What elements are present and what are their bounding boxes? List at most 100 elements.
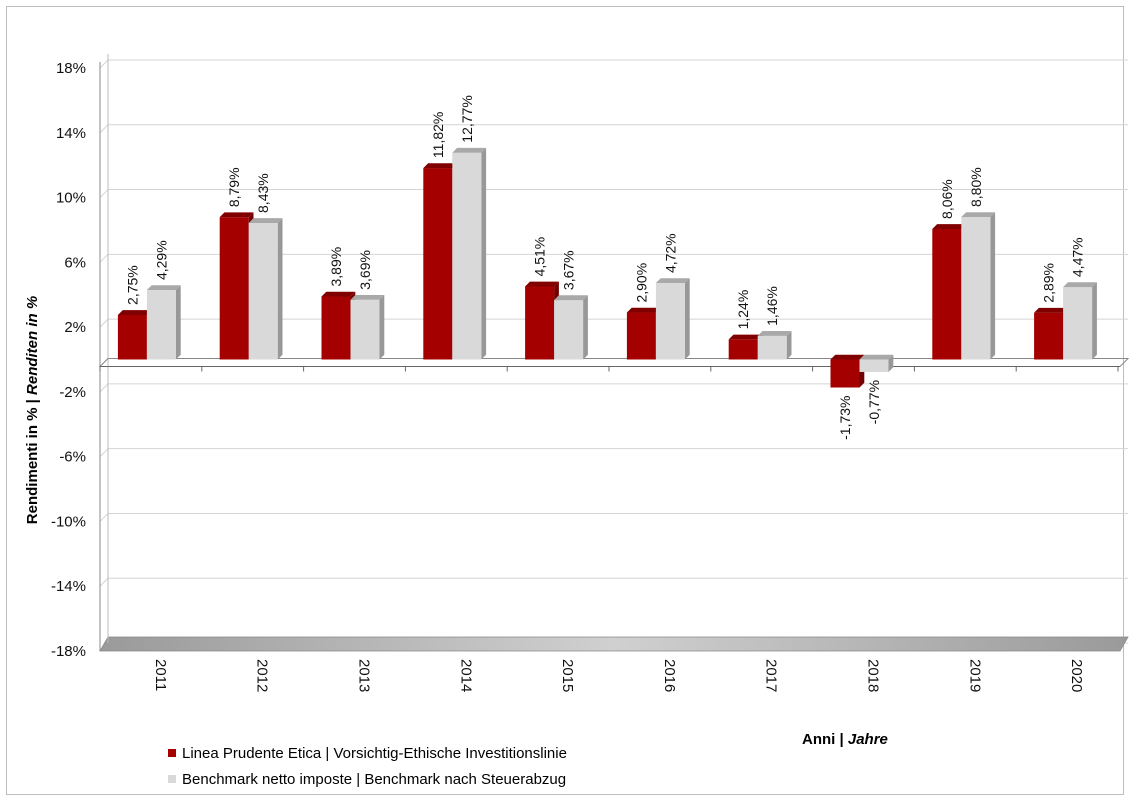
bar-top-2020: [1034, 307, 1068, 313]
bar-benchmark-2016: [655, 283, 685, 360]
y-tick-label: -10%: [51, 513, 86, 530]
bar-side-2011: [175, 285, 181, 360]
floor-band: [99, 636, 1129, 652]
bar-top-2016: [655, 278, 690, 284]
bar-top-2012: [219, 212, 254, 218]
axes: [98, 54, 1130, 651]
y-tick-label: -18%: [51, 643, 86, 660]
bar-benchmark-2018: [859, 359, 889, 372]
bar-benchmark-2012: [248, 222, 278, 360]
gridline-depth: [99, 253, 109, 263]
gridline-depth: [99, 448, 109, 458]
x-axis-title: Anni | Jahre: [802, 731, 888, 748]
bar-top-2016: [626, 307, 661, 313]
data-label: 12,77%: [459, 95, 475, 142]
x-tick-label: 2012: [254, 659, 271, 692]
bar-benchmark-2017: [757, 335, 787, 360]
bar-fund-2011: [117, 314, 147, 360]
data-label: -0,77%: [866, 380, 882, 424]
data-label: 4,72%: [662, 233, 678, 273]
chart-floor: [99, 636, 1129, 652]
gridline-depth: [99, 124, 109, 134]
data-label: 1,24%: [735, 290, 751, 330]
bar-side-2012: [277, 218, 283, 360]
legend-label-benchmark: Benchmark netto imposte | Benchmark nach…: [182, 770, 567, 788]
bar-top-2013: [321, 291, 356, 297]
bars: [117, 147, 1097, 388]
gridline-depth: [99, 318, 109, 328]
data-labels: 2,75% 4,29% 8,79% 8,43% 3,89% 3,69% 11,82% 12,7…: [124, 95, 1085, 440]
bar-fund-2020: [1034, 312, 1064, 360]
bar-side-2017: [786, 331, 792, 360]
bar-side-2013: [379, 294, 385, 360]
legend-label-fund: Linea Prudente Etica | Vorsichtig-Ethisc…: [182, 744, 567, 762]
bar-side-2020: [1092, 282, 1097, 360]
y-tick-label: 18%: [56, 60, 86, 77]
bar-fund-2012: [219, 217, 249, 360]
y-axis-title: Rendimenti in % | Renditen in %: [24, 296, 41, 524]
bar-top-2011: [117, 310, 152, 315]
legend-item-benchmark: Benchmark netto imposte | Benchmark nach…: [168, 766, 567, 792]
legend-item-fund: Linea Prudente Etica | Vorsichtig-Ethisc…: [168, 740, 567, 766]
bar-fund-2016: [626, 312, 656, 360]
zero-plane: [98, 358, 1130, 367]
y-tick-labels: 18% 14% 10% 6% 2% -2% -6% -10% -14% -18%: [51, 60, 86, 660]
bar-benchmark-2020: [1063, 287, 1093, 360]
bar-side-2015: [583, 295, 588, 360]
y-tick-label: -2%: [59, 384, 86, 401]
data-label: 4,29%: [153, 240, 169, 280]
bar-fund-2018: [830, 359, 860, 388]
bar-fund-2013: [321, 296, 351, 360]
y-tick-label: 10%: [56, 190, 86, 207]
gridline-depth: [99, 189, 109, 198]
bar-top-2020: [1063, 282, 1097, 288]
data-label: 2,89%: [1041, 263, 1057, 303]
bar-top-2014: [423, 163, 458, 169]
legend-swatch-benchmark: [168, 775, 176, 783]
data-label: -1,73%: [837, 396, 853, 440]
data-label: 4,47%: [1070, 237, 1086, 277]
bar-top-2014: [452, 147, 487, 153]
data-label: 2,90%: [633, 263, 649, 303]
data-label: 8,43%: [255, 173, 271, 213]
y-tick-label: -6%: [59, 449, 86, 466]
y-tick-label: 6%: [64, 254, 86, 271]
bar-side-2018: [888, 354, 894, 372]
bar-fund-2019: [932, 228, 962, 360]
bar-top-2019: [932, 224, 967, 229]
y-tick-label: 2%: [64, 319, 86, 336]
x-tick-label: 2019: [966, 659, 983, 692]
bar-top-2018: [859, 354, 894, 360]
bar-top-2018: [830, 354, 865, 360]
legend: Linea Prudente Etica | Vorsichtig-Ethisc…: [168, 740, 567, 792]
bar-benchmark-2015: [554, 300, 584, 360]
data-label: 1,46%: [764, 286, 780, 326]
bar-benchmark-2011: [146, 290, 176, 360]
y-tick-label: -14%: [51, 578, 86, 595]
bar-top-2012: [248, 218, 283, 223]
bar-top-2013: [350, 294, 385, 300]
data-label: 4,51%: [532, 237, 548, 277]
x-tick-labels: 2011 2012 2013 2014 2015 2016 2017 2018 2019 2020: [152, 659, 1085, 692]
x-tick-label: 2011: [152, 659, 169, 691]
bar-fund-2015: [525, 286, 555, 360]
data-label: 8,79%: [226, 167, 242, 207]
bar-top-2017: [728, 334, 763, 340]
data-label: 8,06%: [939, 179, 955, 219]
gridline-depth: [99, 383, 109, 393]
x-tick-label: 2017: [763, 659, 780, 692]
bar-fund-2014: [423, 168, 453, 360]
bar-top-2017: [757, 331, 792, 336]
bar-side-2014: [481, 147, 487, 360]
data-label: 3,89%: [328, 247, 344, 287]
gridline-depth: [99, 577, 109, 587]
data-label: 11,82%: [430, 112, 446, 158]
bar-side-2016: [684, 278, 690, 360]
legend-swatch-fund: [168, 749, 176, 757]
data-label: 3,69%: [357, 250, 373, 290]
x-tick-label: 2014: [457, 659, 474, 692]
x-tick-label: 2013: [356, 659, 373, 692]
bar-benchmark-2013: [350, 299, 380, 360]
gridline-depth: [99, 513, 109, 522]
